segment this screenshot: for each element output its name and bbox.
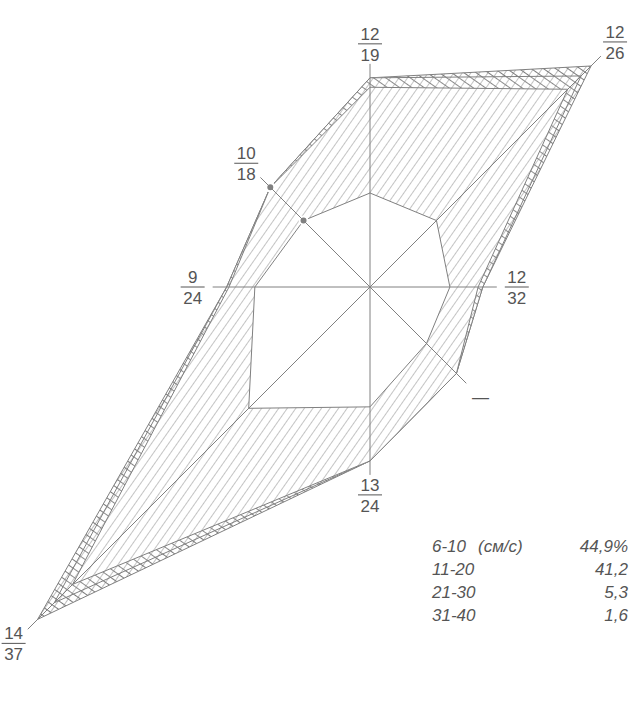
svg-text:19: 19 bbox=[361, 46, 380, 65]
svg-text:44,9%: 44,9% bbox=[580, 537, 628, 556]
svg-text:14: 14 bbox=[4, 624, 23, 643]
svg-text:41,2: 41,2 bbox=[595, 560, 629, 579]
svg-text:26: 26 bbox=[606, 44, 625, 63]
svg-text:13: 13 bbox=[361, 476, 380, 495]
svg-text:5,3: 5,3 bbox=[604, 583, 628, 602]
svg-text:21-30: 21-30 bbox=[431, 583, 476, 602]
svg-text:18: 18 bbox=[237, 165, 256, 184]
svg-text:11-20: 11-20 bbox=[432, 560, 475, 579]
svg-text:12: 12 bbox=[606, 23, 625, 42]
svg-text:9: 9 bbox=[188, 268, 197, 287]
svg-text:1,6: 1,6 bbox=[604, 606, 628, 625]
svg-text:37: 37 bbox=[4, 645, 23, 664]
svg-text:(см/с): (см/с) bbox=[478, 537, 523, 556]
svg-text:32: 32 bbox=[507, 289, 526, 308]
svg-text:12: 12 bbox=[507, 268, 526, 287]
svg-text:10: 10 bbox=[237, 144, 256, 163]
svg-text:6-10: 6-10 bbox=[432, 537, 467, 556]
svg-text:24: 24 bbox=[183, 289, 202, 308]
svg-text:12: 12 bbox=[361, 25, 380, 44]
svg-text:—: — bbox=[472, 388, 489, 407]
svg-text:24: 24 bbox=[361, 497, 380, 516]
svg-text:31-40: 31-40 bbox=[432, 606, 476, 625]
